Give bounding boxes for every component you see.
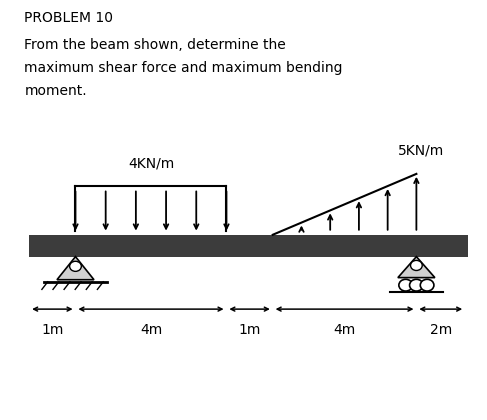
- Circle shape: [399, 279, 412, 291]
- Circle shape: [420, 279, 434, 291]
- Text: maximum shear force and maximum bending: maximum shear force and maximum bending: [24, 61, 343, 75]
- Text: moment.: moment.: [24, 84, 87, 98]
- Text: PROBLEM 10: PROBLEM 10: [24, 10, 113, 24]
- Polygon shape: [57, 257, 94, 280]
- Bar: [29, 235, 468, 257]
- Text: 5KN/m: 5KN/m: [398, 144, 444, 158]
- Circle shape: [70, 261, 81, 271]
- Text: 2m: 2m: [430, 323, 452, 336]
- Circle shape: [411, 260, 422, 270]
- Text: 1m: 1m: [41, 323, 63, 336]
- Circle shape: [410, 279, 423, 291]
- Text: 4m: 4m: [334, 323, 356, 336]
- Text: 4m: 4m: [140, 323, 162, 336]
- Polygon shape: [398, 257, 435, 278]
- Text: From the beam shown, determine the: From the beam shown, determine the: [24, 38, 286, 52]
- Text: 1m: 1m: [239, 323, 261, 336]
- Text: 4KN/m: 4KN/m: [128, 157, 174, 171]
